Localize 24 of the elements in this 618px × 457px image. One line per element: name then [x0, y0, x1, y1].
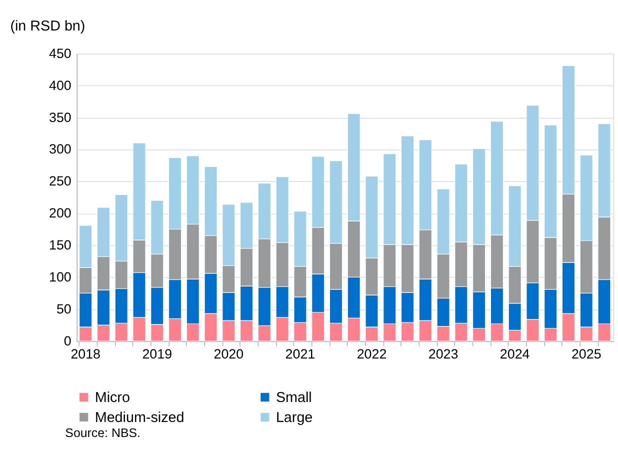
y-tick-label: 100 — [49, 269, 72, 284]
y-tick-label: 300 — [49, 142, 72, 157]
legend-label: Micro — [94, 390, 130, 406]
y-tick-label: 50 — [56, 301, 72, 316]
x-tick-label: 2024 — [500, 346, 530, 362]
x-tick-label: 2022 — [356, 346, 387, 362]
x-tick-label: 2020 — [214, 346, 244, 362]
y-tick-label: 400 — [49, 78, 72, 93]
source-note: Source: NBS. — [65, 426, 141, 440]
y-tick-label: 350 — [49, 110, 72, 125]
y-tick-label: 450 — [49, 46, 72, 61]
x-tick-label: 2021 — [285, 346, 316, 362]
legend-label: Small — [276, 390, 312, 406]
x-tick-label: 2018 — [70, 346, 101, 362]
x-tick-label: 2025 — [571, 346, 602, 362]
x-tick-label: 2023 — [428, 346, 458, 362]
y-tick-label: 0 — [64, 333, 72, 348]
legend-label: Large — [276, 410, 313, 426]
legend-label: Medium-sized — [94, 410, 184, 426]
y-tick-label: 200 — [49, 206, 72, 221]
chart-title: (in RSD bn) — [10, 18, 86, 35]
x-tick-label: 2019 — [142, 346, 172, 362]
y-tick-label: 150 — [49, 238, 72, 253]
y-tick-label: 250 — [49, 174, 72, 189]
